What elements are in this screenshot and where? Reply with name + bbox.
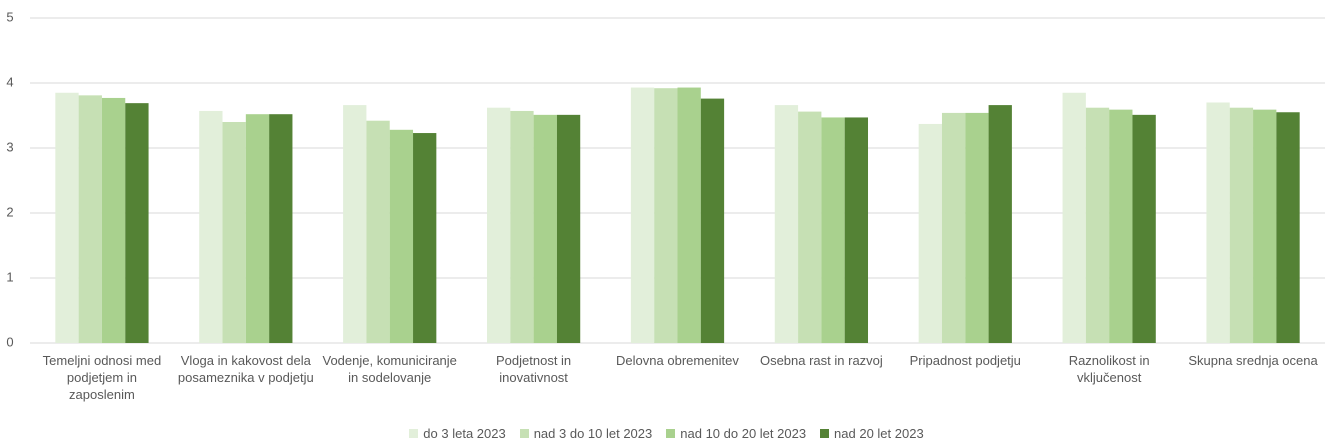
legend-label: nad 10 do 20 let 2023: [680, 426, 807, 441]
bar: [1132, 114, 1156, 343]
bar: [510, 110, 534, 343]
x-tick-label: Raznolikost in vključenost: [1068, 353, 1150, 385]
bar: [269, 114, 293, 343]
y-tick-label: 2: [6, 204, 13, 219]
legend-item: nad 3 do 10 let 2023: [519, 426, 653, 441]
bar: [366, 120, 390, 343]
y-tick-label: 0: [6, 334, 13, 349]
x-tick-label: Osebna rast in razvoj: [759, 353, 883, 368]
bar: [774, 105, 799, 343]
bar: [413, 133, 437, 343]
bar: [556, 114, 581, 343]
bar: [700, 98, 725, 343]
bar: [125, 103, 149, 344]
x-tick-label: Skupna srednja ocena: [1188, 353, 1318, 368]
y-tick-label: 5: [6, 9, 13, 24]
bar: [1062, 92, 1086, 343]
bar: [798, 111, 822, 343]
legend: do 3 leta 2023 nad 3 do 10 let 2023 nad 10…: [0, 426, 1333, 441]
bar: [101, 97, 126, 343]
bar: [654, 88, 678, 343]
bar: [918, 123, 942, 343]
bar: [533, 114, 557, 343]
y-tick-label: 3: [6, 139, 13, 154]
bar: [78, 95, 102, 343]
bar: [988, 105, 1012, 343]
y-tick-label: 1: [6, 269, 13, 284]
x-tick-label: Pripadnost podjetju: [909, 353, 1021, 368]
x-tick-label: Podjetnost in inovativnost: [496, 353, 572, 385]
x-tick-label: Temeljni odnosi med podjetjem in zaposle…: [42, 353, 162, 402]
bar: [965, 112, 989, 344]
bar: [677, 87, 701, 343]
x-tick-label: Delovna obremenitev: [616, 353, 739, 368]
legend-item: nad 10 do 20 let 2023: [666, 426, 806, 441]
bar: [1109, 109, 1133, 344]
legend-swatch: [519, 429, 529, 438]
bar: [343, 105, 367, 343]
bar: [821, 117, 845, 343]
bar: [389, 129, 414, 343]
x-tick-label: Vodenje, komuniciranje in sodelovanje: [322, 353, 457, 385]
y-tick-label: 4: [6, 74, 13, 89]
legend-label: do 3 leta 2023: [423, 426, 506, 441]
legend-item: nad 20 let 2023: [820, 426, 924, 441]
bar: [1276, 112, 1300, 343]
bar: [199, 110, 223, 343]
legend-swatch: [409, 429, 419, 438]
legend-item: do 3 leta 2023: [409, 426, 506, 441]
bar: [55, 92, 79, 343]
legend-label: nad 20 let 2023: [834, 426, 924, 441]
legend-swatch: [820, 429, 830, 438]
bar: [245, 114, 270, 343]
legend-label: nad 3 do 10 let 2023: [533, 426, 653, 441]
bar: [1229, 107, 1254, 343]
bar: [844, 117, 869, 343]
bar: [1206, 102, 1230, 343]
bar: [1085, 107, 1110, 343]
bar: [222, 122, 246, 343]
bar: [941, 112, 966, 344]
bar: [630, 87, 655, 343]
bar: [1253, 109, 1277, 344]
legend-swatch: [666, 429, 676, 438]
bar: [486, 107, 511, 343]
x-tick-label: Vloga in kakovost dela posameznika v pod…: [177, 353, 314, 385]
